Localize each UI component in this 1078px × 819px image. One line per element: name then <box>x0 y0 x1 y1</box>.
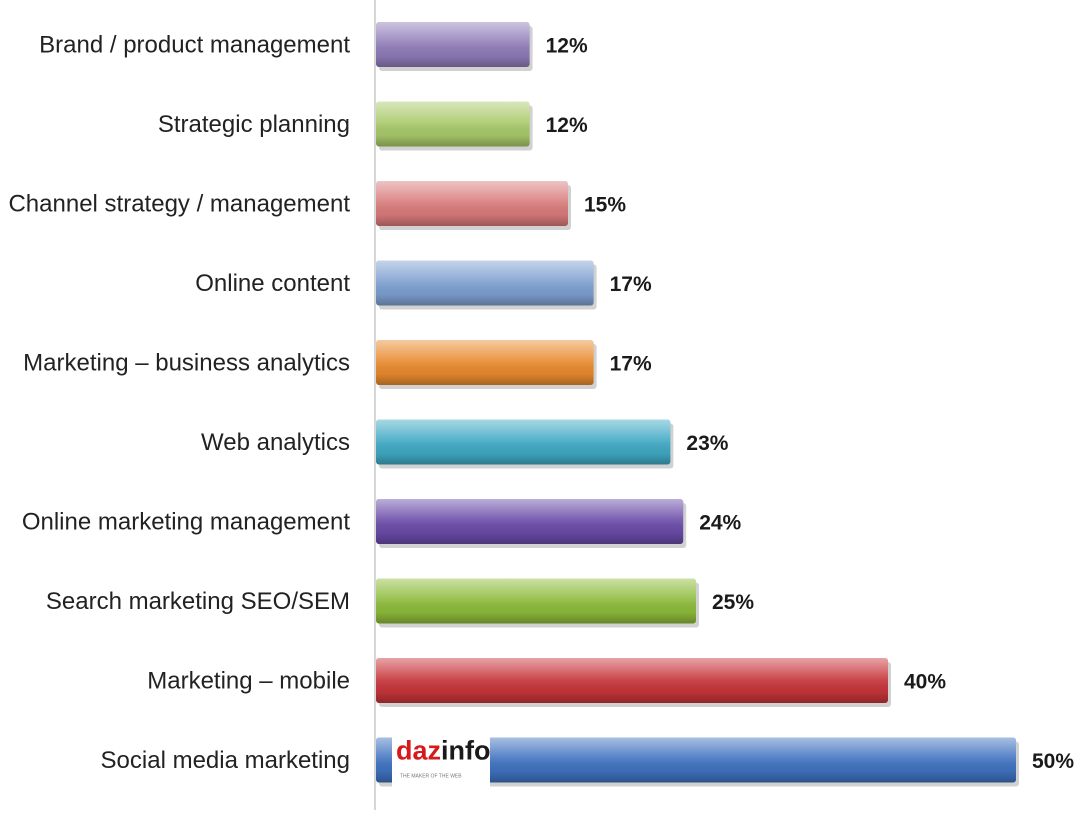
logo-text-left: daz <box>396 736 441 766</box>
category-label: Web analytics <box>201 429 350 456</box>
bar-5 <box>376 340 597 389</box>
bar-gloss <box>376 578 696 624</box>
bar-gloss <box>376 419 671 465</box>
value-label: 12% <box>546 35 588 58</box>
value-label: 17% <box>610 273 652 296</box>
value-label: 23% <box>686 432 728 455</box>
category-label: Online content <box>195 270 350 297</box>
category-label: Social media marketing <box>101 747 350 774</box>
logo-tagline: THE MAKER OF THE WEB <box>400 774 462 780</box>
bar-6 <box>376 419 674 469</box>
bar-7 <box>376 499 687 548</box>
value-label: 12% <box>546 114 588 137</box>
category-label: Online marketing management <box>22 509 351 536</box>
bar-gloss <box>376 340 594 385</box>
value-label: 25% <box>712 591 754 614</box>
bar-gloss <box>376 737 1016 783</box>
category-label: Search marketing SEO/SEM <box>46 588 350 615</box>
value-label: 40% <box>904 671 946 694</box>
bar-2 <box>376 101 533 151</box>
category-label: Brand / product management <box>39 32 350 59</box>
category-labels: Brand / product management Strategic plan… <box>8 32 350 775</box>
bar-4 <box>376 260 597 310</box>
value-label: 24% <box>699 512 741 535</box>
category-label: Marketing – business analytics <box>23 350 350 377</box>
bar-1 <box>376 22 533 71</box>
logo-text: dazinfo <box>396 736 491 766</box>
logo-text-right: info <box>441 736 490 766</box>
value-label: 17% <box>610 353 652 376</box>
bar-gloss <box>376 101 530 147</box>
category-label: Strategic planning <box>158 111 350 138</box>
bar-gloss <box>376 181 568 226</box>
bars-group <box>376 22 1019 787</box>
bar-gloss <box>376 22 530 67</box>
category-label: Channel strategy / management <box>8 191 350 218</box>
value-label: 15% <box>584 194 626 217</box>
bar-gloss <box>376 499 684 544</box>
bar-8 <box>376 578 699 628</box>
bar-gloss <box>376 658 888 703</box>
value-labels: 12% 12% 15% 17% 17% 23% 24% 25% 40% 50% <box>546 35 1075 774</box>
watermark-logo: dazinfo THE MAKER OF THE WEB <box>392 728 491 787</box>
logo-background <box>392 728 490 787</box>
value-label: 50% <box>1032 750 1074 773</box>
bar-gloss <box>376 260 594 306</box>
bar-3 <box>376 181 571 230</box>
category-label: Marketing – mobile <box>147 668 350 695</box>
bar-9 <box>376 658 891 707</box>
bar-10 <box>376 737 1019 787</box>
